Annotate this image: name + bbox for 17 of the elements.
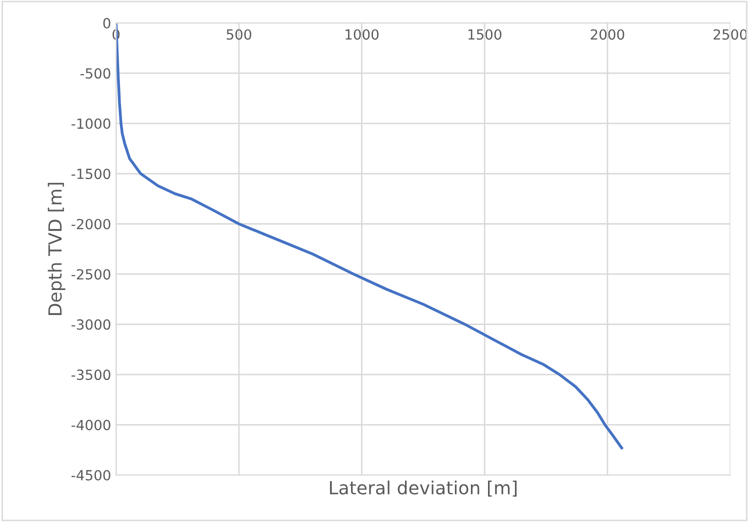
x-tick-label: 500 [226, 29, 252, 40]
y-axis-title: Depth TVD [m] [48, 182, 66, 315]
x-tick-label: 2500 [714, 29, 748, 40]
y-tick-label: -2000 [72, 218, 110, 230]
y-tick-label: 0 [103, 18, 110, 28]
y-tick-label: -2500 [72, 269, 110, 280]
x-axis-title: Lateral deviation [m] [330, 480, 517, 497]
y-tick-label: -4000 [72, 420, 110, 430]
x-tick-label: 2000 [590, 29, 624, 40]
x-tick-label: 1000 [346, 29, 379, 40]
y-tick-label: -500 [80, 68, 110, 79]
y-tick-label: -3500 [72, 370, 110, 380]
x-tick-label: 1500 [468, 29, 502, 40]
y-tick-label: -3000 [72, 319, 110, 330]
y-tick-label: -1500 [72, 168, 110, 180]
y-tick-label: -1000 [72, 118, 110, 129]
y-tick-label: -4500 [72, 470, 110, 480]
